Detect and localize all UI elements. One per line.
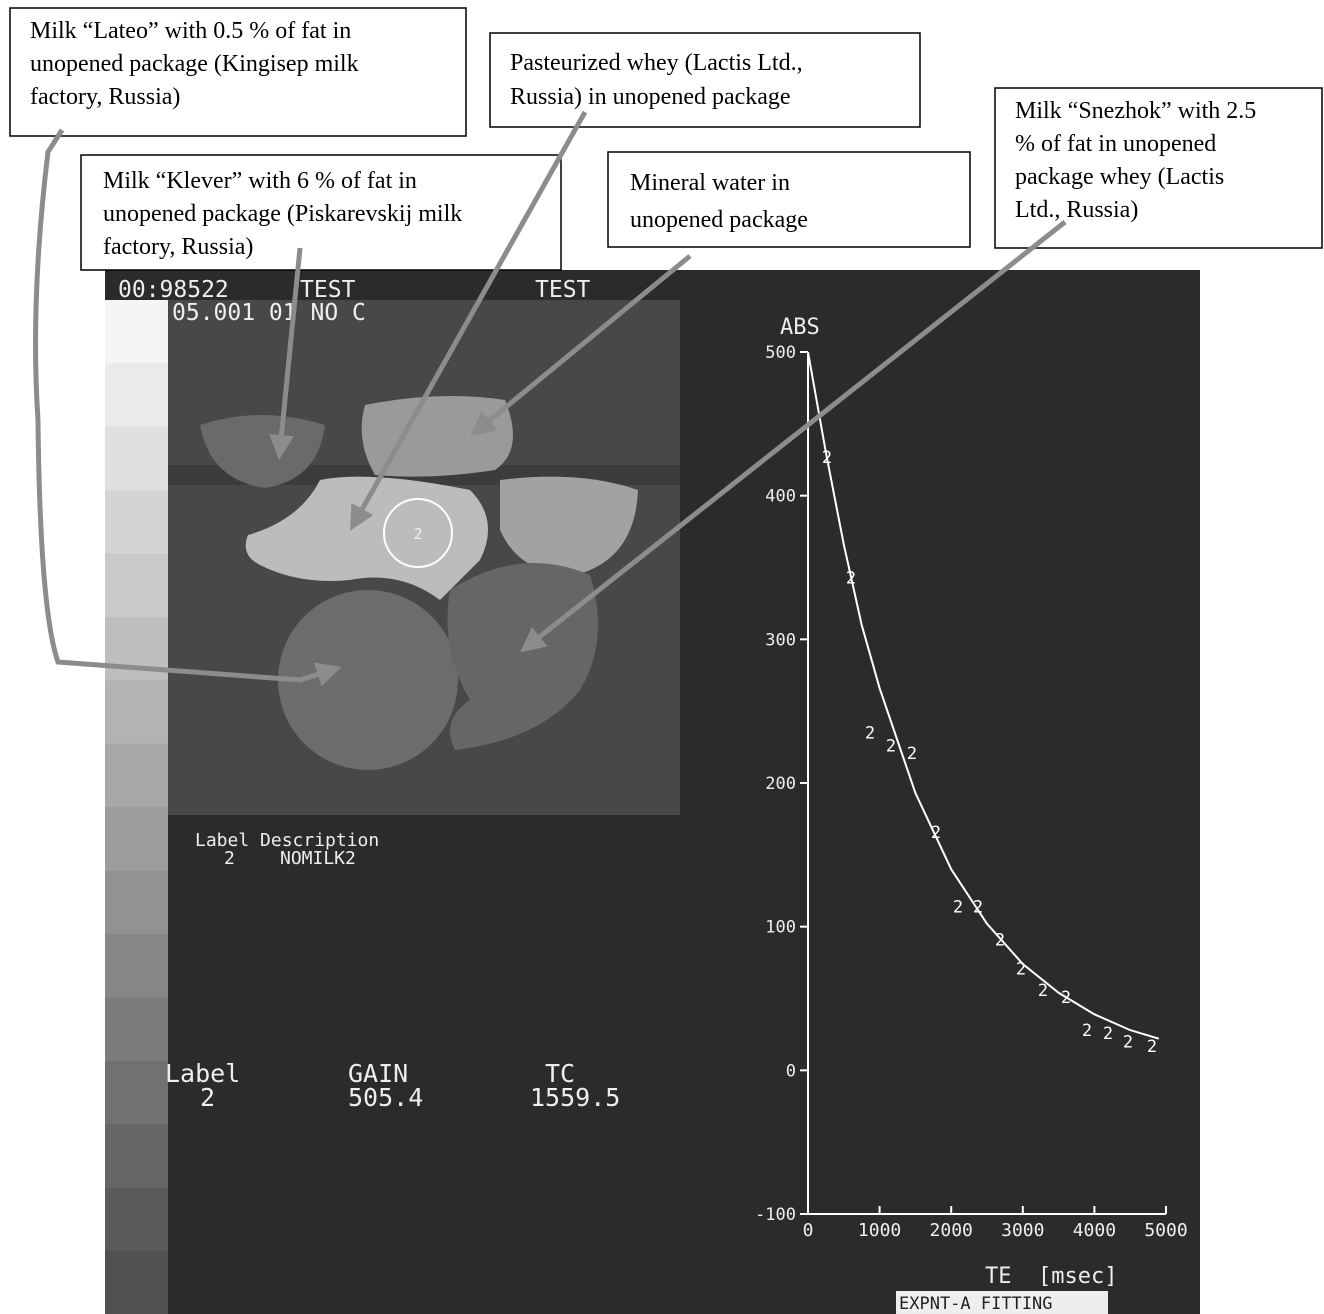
callout-text: % of fat in unopened [1015, 131, 1216, 157]
data-point: 2 [1082, 1021, 1092, 1041]
label-table-cell: 2 [224, 848, 235, 869]
gray-step [105, 1124, 168, 1188]
callout-text: package whey (Lactis [1015, 164, 1224, 190]
gray-step [105, 1061, 168, 1125]
y-tick-label: 500 [765, 343, 796, 363]
y-tick-label: 100 [765, 918, 796, 938]
figure: 2 00:98522 TEST TEST 05.001 01 NO C Labe… [0, 0, 1324, 1314]
y-tick-label: 300 [765, 630, 796, 650]
data-point: 2 [1147, 1037, 1157, 1057]
y-axis-label: ABS [780, 315, 820, 340]
footer: EXPNT-A FITTING [899, 1294, 1053, 1314]
gray-step [105, 871, 168, 935]
data-point: 2 [886, 737, 896, 757]
data-point: 2 [953, 898, 963, 918]
data-point: 2 [907, 744, 917, 764]
gray-scale-bar [105, 300, 168, 1314]
results-value: 505.4 [348, 1083, 423, 1112]
callout-text: Milk “Klever” with 6 % of fat in [103, 168, 417, 194]
results-value: 2 [200, 1083, 215, 1112]
callout-text: unopened package (Kingisep milk [30, 51, 359, 77]
callout-text: unopened package [630, 207, 808, 233]
label-table-cell: NOMILK2 [280, 848, 356, 869]
x-axis-label: TE [msec] [985, 1264, 1117, 1289]
x-tick-label: 3000 [1001, 1220, 1044, 1241]
y-tick-label: 400 [765, 487, 796, 507]
y-tick-label: -100 [755, 1205, 796, 1225]
x-tick-label: 4000 [1073, 1220, 1116, 1241]
roi-label: 2 [413, 525, 422, 543]
callout-text: unopened package (Piskarevskij milk [103, 201, 462, 227]
callout-text: factory, Russia) [30, 84, 180, 110]
data-point: 2 [931, 823, 941, 843]
callout-text: Mineral water in [630, 170, 790, 196]
gray-step [105, 554, 168, 618]
callouts: Milk “Lateo” with 0.5 % of fat in unopene… [10, 8, 1322, 270]
callout-text: Pasteurized whey (Lactis Ltd., [510, 50, 803, 76]
x-tick-label: 0 [803, 1220, 814, 1241]
page: 2 00:98522 TEST TEST 05.001 01 NO C Labe… [0, 0, 1324, 1314]
callout-text: factory, Russia) [103, 234, 253, 260]
gray-step [105, 744, 168, 808]
gray-step [105, 300, 168, 364]
y-tick-label: 200 [765, 774, 796, 794]
data-point: 2 [1123, 1033, 1133, 1053]
gray-step [105, 680, 168, 744]
x-tick-label: 5000 [1144, 1220, 1187, 1241]
gray-step [105, 427, 168, 491]
gray-step [105, 934, 168, 998]
callout-text: Ltd., Russia) [1015, 197, 1138, 223]
data-point: 2 [1103, 1024, 1113, 1044]
header-test: TEST [535, 277, 591, 303]
gray-step [105, 490, 168, 554]
x-tick-label: 2000 [930, 1220, 973, 1241]
gray-step [105, 997, 168, 1061]
gray-step [105, 1188, 168, 1252]
gray-step [105, 807, 168, 871]
gray-step [105, 363, 168, 427]
y-tick-label: 0 [786, 1061, 796, 1081]
callout-box [490, 33, 920, 127]
callout-text: Milk “Lateo” with 0.5 % of fat in [30, 18, 351, 44]
results-value: 1559.5 [530, 1083, 620, 1112]
x-tick-label: 1000 [858, 1220, 901, 1241]
data-point: 2 [865, 724, 875, 744]
callout-text: Milk “Snezhok” with 2.5 [1015, 98, 1256, 124]
header-line: 05.001 01 NO C [172, 300, 366, 326]
gray-step [105, 1251, 168, 1314]
callout-text: Russia) in unopened package [510, 84, 791, 110]
